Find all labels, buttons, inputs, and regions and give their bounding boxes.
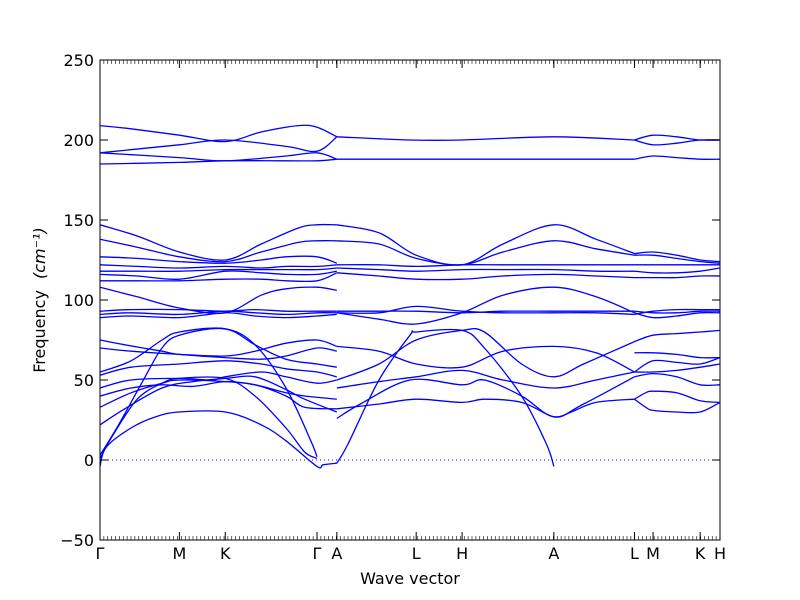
band-line-55: [634, 254, 720, 264]
x-tick-label: A: [548, 544, 559, 563]
band-line-11: [100, 312, 337, 319]
band-line-59: [634, 134, 720, 141]
band-line-42: [634, 390, 720, 404]
x-tick-label: L: [630, 544, 639, 563]
x-tick-label: A: [331, 544, 342, 563]
band-line-35: [336, 272, 635, 281]
plot-frame: [99, 59, 721, 541]
band-line-7: [100, 360, 337, 378]
x-tick-label: K: [220, 544, 231, 563]
band-line-32: [336, 286, 635, 325]
band-line-28: [336, 376, 635, 419]
band-line-3: [100, 375, 338, 426]
band-line-26: [336, 328, 555, 467]
y-axis-title: Frequency (cm⁻¹): [30, 227, 49, 372]
x-tick-label: Γ: [313, 544, 322, 563]
series-layer: [100, 124, 720, 469]
band-line-19: [100, 255, 338, 264]
band-line-23: [100, 152, 338, 162]
band-line-37: [336, 264, 635, 268]
band-line-44: [634, 372, 720, 387]
band-line-17: [100, 267, 337, 272]
y-tick-label: −50: [60, 531, 94, 550]
band-line-51: [634, 308, 720, 316]
band-line-46: [634, 356, 720, 373]
band-line-27: [336, 398, 635, 418]
band-line-21: [100, 223, 337, 261]
band-line-34: [336, 310, 635, 314]
y-tick-label: 100: [63, 291, 94, 310]
band-line-57: [634, 155, 720, 160]
x-tick-label: H: [456, 544, 468, 563]
x-tick-label: M: [646, 544, 660, 563]
band-line-36: [336, 267, 635, 272]
band-line-56: [634, 251, 720, 263]
band-line-45: [634, 363, 720, 373]
band-line-25: [100, 124, 338, 143]
band-line-31: [336, 369, 635, 389]
y-tick-label: 50: [74, 371, 94, 390]
y-tick-label: 200: [63, 131, 94, 150]
y-axis-title-text: Frequency: [30, 290, 49, 373]
band-line-20: [100, 238, 337, 263]
band-line-8: [100, 327, 337, 373]
band-line-6: [100, 371, 337, 389]
y-tick-label: 250: [63, 51, 94, 70]
band-line-41: [336, 136, 635, 142]
band-line-18: [100, 264, 337, 269]
band-line-2: [100, 327, 318, 458]
band-line-53: [634, 267, 720, 274]
band-line-5: [100, 380, 337, 400]
y-tick-label: 0: [84, 451, 94, 470]
band-line-14: [100, 286, 337, 314]
band-line-43: [634, 398, 720, 414]
band-line-0: [100, 410, 337, 469]
x-tick-label: L: [412, 544, 421, 563]
band-line-47: [634, 329, 720, 343]
band-line-38: [336, 240, 635, 266]
band-line-1: [100, 376, 318, 459]
x-tick-label: H: [714, 544, 726, 563]
band-line-12: [100, 310, 337, 316]
y-axis-title-unit: (cm⁻¹): [30, 227, 49, 279]
band-line-9: [100, 339, 338, 357]
band-line-13: [100, 308, 337, 312]
band-line-52: [634, 275, 720, 279]
band-line-22: [100, 158, 337, 165]
band-line-30: [336, 345, 635, 373]
band-line-48: [634, 352, 720, 359]
x-tick-label: M: [172, 544, 186, 563]
x-axis-title: Wave vector: [360, 569, 460, 588]
band-line-29: [336, 327, 635, 381]
band-line-24: [100, 136, 338, 154]
x-tick-label: Γ: [96, 544, 105, 563]
band-line-49: [634, 311, 720, 319]
band-line-15: [100, 272, 338, 283]
band-line-10: [100, 339, 337, 360]
y-tick-label: 150: [63, 211, 94, 230]
band-line-16: [100, 270, 337, 280]
ticks-layer: [99, 59, 721, 541]
band-line-39: [336, 224, 635, 266]
x-tick-label: K: [695, 544, 706, 563]
